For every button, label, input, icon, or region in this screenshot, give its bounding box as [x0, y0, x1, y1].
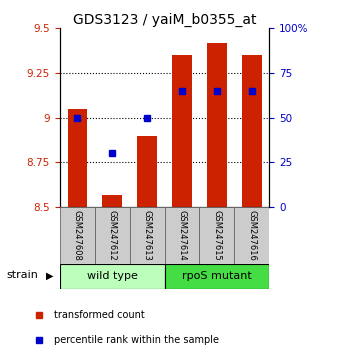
Text: strain: strain [7, 270, 39, 280]
Text: percentile rank within the sample: percentile rank within the sample [54, 335, 219, 344]
Bar [242, 55, 262, 207]
Text: rpoS mutant: rpoS mutant [182, 271, 252, 281]
Bar [234, 207, 269, 264]
Bar [164, 264, 269, 289]
Text: transformed count: transformed count [54, 310, 145, 320]
Bar [199, 207, 234, 264]
Text: GSM247616: GSM247616 [248, 210, 256, 261]
Bar [60, 207, 94, 264]
Text: GSM247614: GSM247614 [178, 210, 187, 261]
Bar [130, 207, 164, 264]
Bar [164, 207, 199, 264]
Bar [94, 207, 130, 264]
Text: GSM247613: GSM247613 [143, 210, 151, 261]
Bar [137, 136, 157, 207]
Bar [173, 55, 192, 207]
Bar [60, 264, 164, 289]
Text: ▶: ▶ [46, 270, 54, 280]
Text: GSM247608: GSM247608 [73, 210, 81, 261]
Bar [68, 109, 87, 207]
Title: GDS3123 / yaiM_b0355_at: GDS3123 / yaiM_b0355_at [73, 13, 256, 27]
Bar [103, 195, 122, 207]
Text: GSM247612: GSM247612 [108, 210, 117, 261]
Text: GSM247615: GSM247615 [212, 210, 221, 261]
Bar [207, 42, 226, 207]
Text: wild type: wild type [87, 271, 137, 281]
